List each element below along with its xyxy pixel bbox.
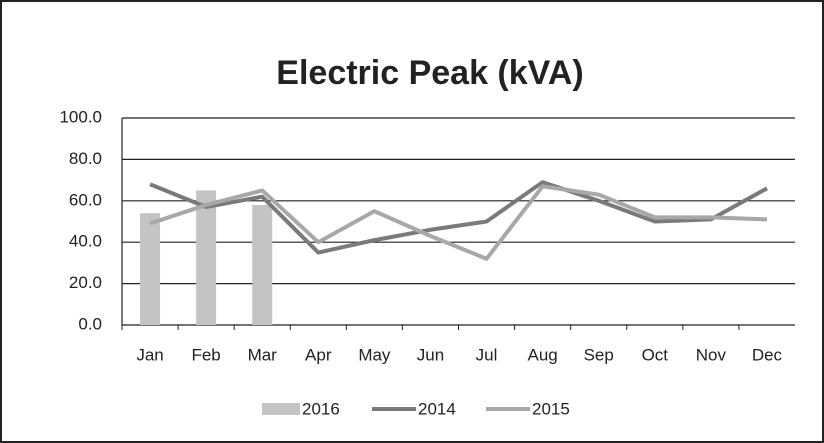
y-tick-label: 0.0 [78,314,102,333]
line [149,180,768,255]
x-tick-label: Dec [752,345,783,364]
bar [252,204,273,325]
y-tick-label: 100.0 [59,107,102,126]
x-tick-label: Mar [248,345,278,364]
x-tick-label: Aug [528,345,558,364]
y-tick-label: 80.0 [69,149,102,168]
x-tick-label: Apr [305,345,332,364]
legend-label: 2016 [302,399,340,418]
x-tick-label: Jun [417,345,444,364]
x-tick-label: Feb [191,345,220,364]
x-tick-label: Jan [136,345,163,364]
legend-label: 2014 [418,399,456,418]
y-tick-label: 40.0 [69,232,102,251]
x-tick-label: Sep [584,345,614,364]
x-tick-label: Jul [476,345,498,364]
line [149,184,768,261]
legend-label: 2015 [532,399,570,418]
bar [140,213,161,325]
legend-swatch [262,403,300,415]
y-tick-label: 60.0 [69,190,102,209]
x-tick-label: Oct [642,345,669,364]
y-tick-label: 20.0 [69,273,102,292]
chart-title: Electric Peak (kVA) [276,54,583,92]
bar [196,190,217,325]
x-tick-label: May [358,345,391,364]
x-tick-label: Nov [696,345,727,364]
